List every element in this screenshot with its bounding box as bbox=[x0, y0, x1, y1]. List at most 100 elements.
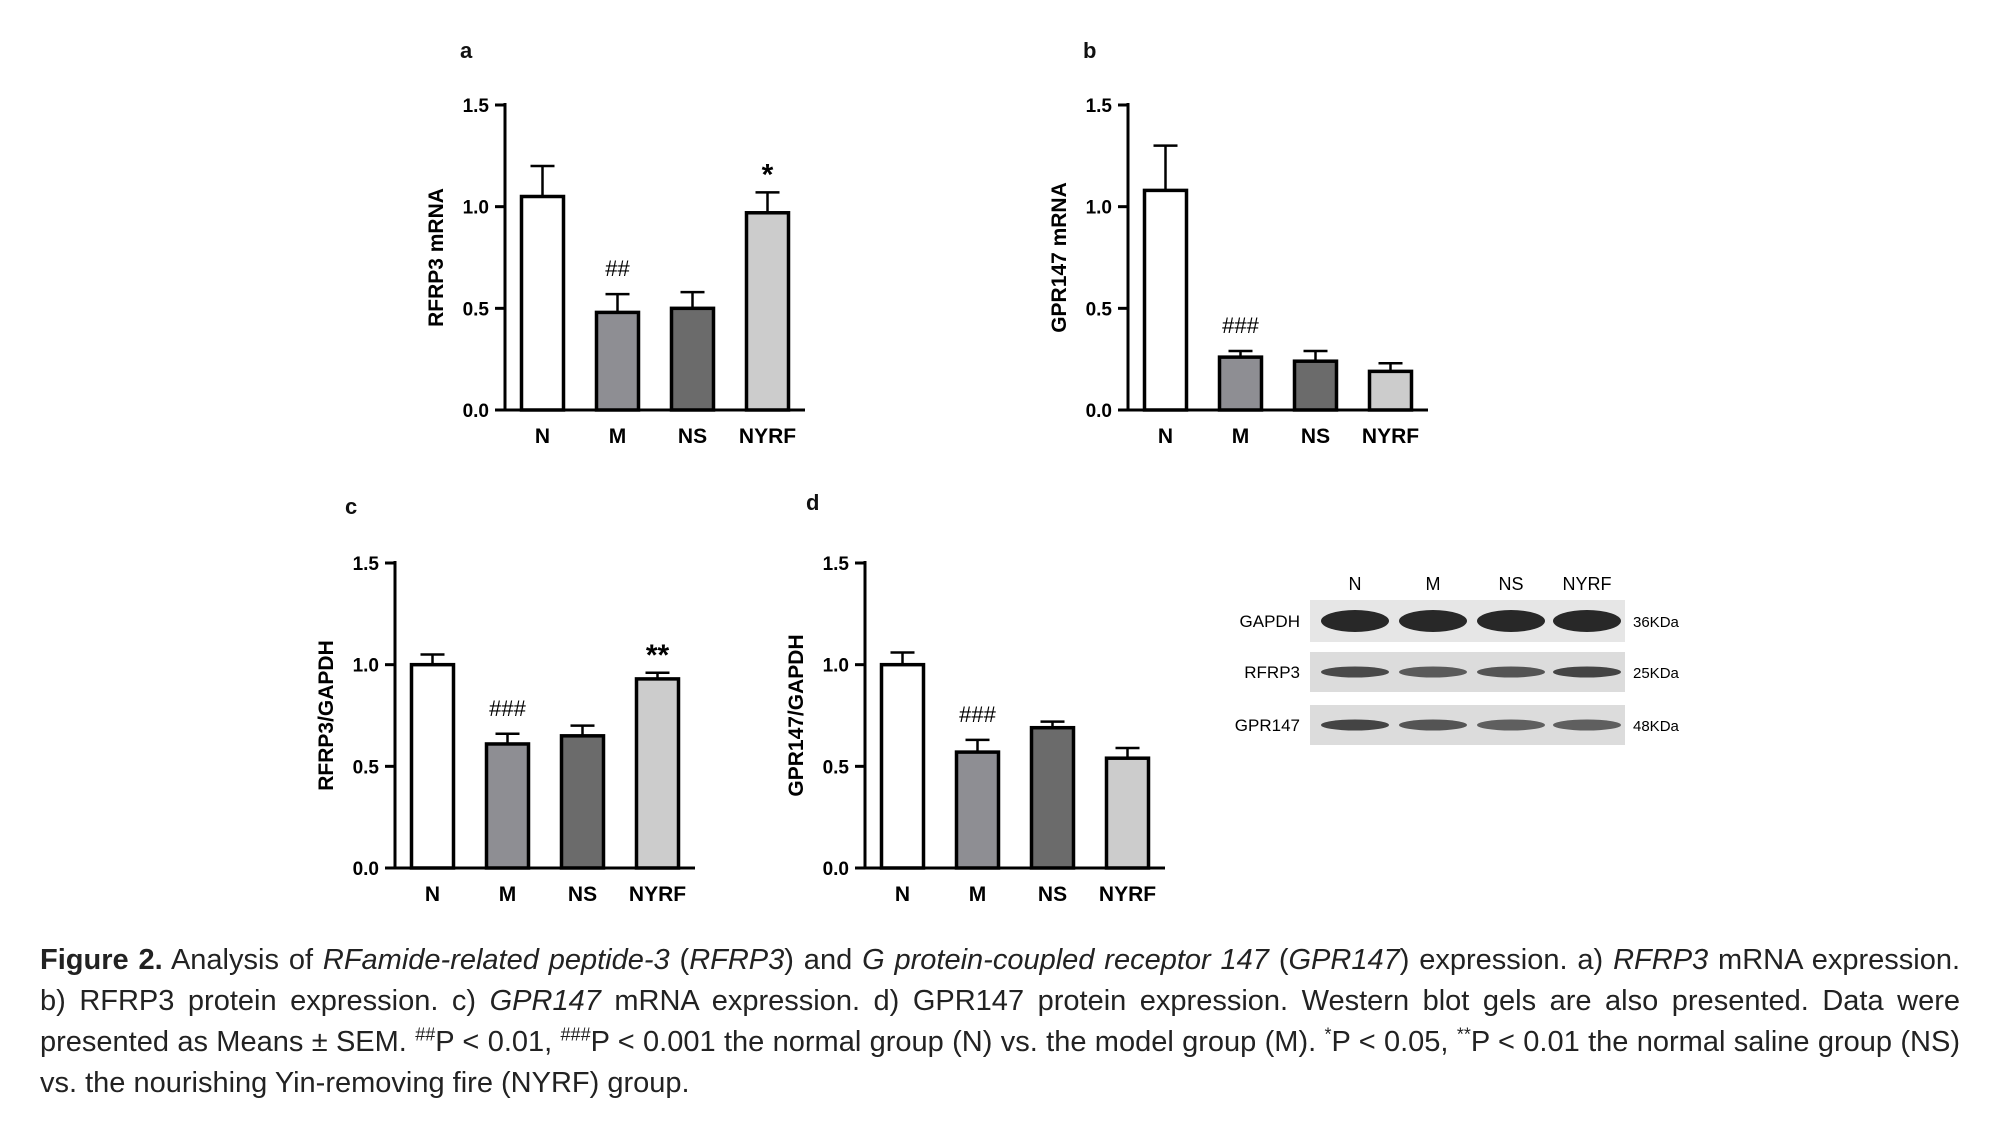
y-axis-label: RFRP3 mRNA bbox=[425, 188, 448, 327]
y-tick-label: 1.5 bbox=[463, 96, 490, 117]
blot-band bbox=[1399, 666, 1467, 678]
x-tick-label: NS bbox=[1038, 883, 1067, 906]
y-axis-label: GPR147 mRNA bbox=[1048, 182, 1071, 333]
blot-lane-label: M bbox=[1426, 574, 1441, 594]
x-tick-label: NYRF bbox=[739, 425, 796, 448]
caption-italic: GPR147 bbox=[1288, 944, 1400, 976]
x-tick-label: N bbox=[1158, 425, 1173, 448]
panel-letter-a: a bbox=[460, 38, 473, 63]
western-blot-image: N M NS NYRF GAPDH 36KDa RFRP3 25KDa GPR147 48KDa bbox=[1235, 574, 1680, 745]
blot-size-label: 48KDa bbox=[1633, 718, 1680, 735]
y-tick-label: 0.5 bbox=[463, 299, 490, 320]
blot-band bbox=[1553, 610, 1621, 632]
panel-letter-d: d bbox=[806, 490, 820, 515]
y-tick-label: 0.0 bbox=[353, 859, 379, 880]
blot-lane-label: NYRF bbox=[1563, 574, 1612, 594]
caption-text: ( bbox=[1268, 944, 1289, 976]
blot-lane-label: NS bbox=[1498, 574, 1523, 594]
significance-marker: * bbox=[762, 158, 774, 191]
caption-italic: G protein-coupled receptor 147 bbox=[862, 944, 1269, 976]
figure-caption: Figure 2. Analysis of RFamide-related pe… bbox=[40, 940, 1960, 1104]
significance-marker: ## bbox=[605, 256, 630, 281]
blot-band bbox=[1321, 666, 1389, 678]
y-tick-label: 1.5 bbox=[823, 554, 850, 575]
caption-text: mRNA expression. b) RFRP3 protein expres… bbox=[40, 944, 1961, 1017]
y-tick-label: 1.5 bbox=[353, 554, 380, 575]
y-tick-label: 1.0 bbox=[353, 656, 379, 677]
x-tick-label: NYRF bbox=[1099, 883, 1156, 906]
x-tick-label: NS bbox=[678, 425, 707, 448]
chart-panel-a: a 0.0 0.5 1.0 1.5 RFRP3 mRNA N M ## NS NYRF * bbox=[400, 30, 840, 460]
chart-panel-d: d 0.0 0.5 1.0 1.5 GPR147/GAPDH N M ### NS NYRF bbox=[760, 488, 1200, 918]
bar-m bbox=[1217, 355, 1264, 412]
bar-n bbox=[1142, 188, 1189, 412]
bar-m bbox=[954, 750, 1001, 870]
x-tick-label: N bbox=[895, 883, 910, 906]
caption-text: P < 0.01, bbox=[435, 1026, 561, 1058]
y-tick-label: 1.0 bbox=[823, 656, 849, 677]
bar-chart-d: 0.0 0.5 1.0 1.5 GPR147/GAPDH N M ### NS NYRF bbox=[785, 554, 1165, 906]
y-tick-label: 0.0 bbox=[463, 401, 489, 422]
blot-band bbox=[1399, 610, 1467, 632]
bar-nyrf bbox=[1367, 369, 1414, 412]
y-tick-label: 1.5 bbox=[1086, 96, 1113, 117]
blot-band bbox=[1477, 666, 1545, 678]
caption-text: ( bbox=[669, 944, 690, 976]
blot-band bbox=[1321, 610, 1389, 632]
x-tick-label: M bbox=[499, 883, 517, 906]
significance-marker: ### bbox=[489, 696, 526, 721]
x-tick-label: N bbox=[425, 883, 440, 906]
caption-superscript: ## bbox=[415, 1024, 436, 1045]
y-tick-label: 0.5 bbox=[353, 757, 380, 778]
blot-protein-label: GAPDH bbox=[1240, 612, 1300, 631]
bar-m bbox=[484, 742, 531, 870]
bar-nyrf bbox=[1104, 756, 1151, 870]
significance-marker: ** bbox=[646, 639, 670, 672]
caption-label: Figure 2. bbox=[40, 944, 163, 976]
caption-italic: RFamide-related peptide-3 bbox=[322, 944, 670, 976]
y-tick-label: 1.0 bbox=[463, 198, 489, 219]
significance-marker: ### bbox=[959, 702, 996, 727]
chart-panel-b: b 0.0 0.5 1.0 1.5 GPR147 mRNA N M ### NS NYRF bbox=[1023, 30, 1463, 460]
bar-ns bbox=[1029, 725, 1076, 870]
bar-n bbox=[879, 662, 926, 870]
blot-band bbox=[1553, 719, 1621, 731]
bar-m bbox=[594, 310, 641, 412]
western-blot: N M NS NYRF GAPDH 36KDa RFRP3 25KDa GPR147 48KDa bbox=[1215, 560, 1695, 760]
y-tick-label: 0.5 bbox=[1086, 299, 1113, 320]
caption-italic: RFRP3 bbox=[689, 944, 785, 976]
blot-band bbox=[1477, 719, 1545, 731]
x-tick-label: NS bbox=[568, 883, 597, 906]
x-tick-label: N bbox=[535, 425, 550, 448]
caption-text: ) expression. a) bbox=[1399, 944, 1614, 976]
bar-nyrf bbox=[634, 677, 681, 870]
significance-marker: ### bbox=[1222, 313, 1259, 338]
x-tick-label: M bbox=[1232, 425, 1250, 448]
panel-letter-b: b bbox=[1083, 38, 1097, 63]
x-tick-label: M bbox=[969, 883, 987, 906]
caption-text: ) and bbox=[784, 944, 863, 976]
bar-chart-b: 0.0 0.5 1.0 1.5 GPR147 mRNA N M ### NS NYRF bbox=[1048, 96, 1428, 448]
blot-protein-label: RFRP3 bbox=[1244, 663, 1300, 682]
caption-italic: RFRP3 bbox=[1613, 944, 1709, 976]
caption-superscript: ### bbox=[560, 1024, 591, 1045]
bar-ns bbox=[669, 306, 716, 412]
bar-n bbox=[409, 662, 456, 870]
y-tick-label: 0.0 bbox=[1086, 401, 1112, 422]
caption-text: P < 0.001 the normal group (N) vs. the m… bbox=[590, 1026, 1325, 1058]
caption-italic: GPR147 bbox=[489, 985, 601, 1017]
y-axis-label: RFRP3/GAPDH bbox=[315, 640, 338, 791]
blot-size-label: 25KDa bbox=[1633, 665, 1680, 682]
blot-band bbox=[1477, 610, 1545, 632]
blot-band bbox=[1399, 719, 1467, 731]
blot-size-label: 36KDa bbox=[1633, 614, 1680, 631]
caption-superscript: ** bbox=[1456, 1024, 1471, 1045]
caption-text: mRNA expression. d) GPR147 protein expre… bbox=[40, 985, 1960, 1058]
bar-ns bbox=[559, 734, 606, 870]
bar-ns bbox=[1292, 359, 1339, 412]
y-tick-label: 0.5 bbox=[823, 757, 850, 778]
bar-chart-a: 0.0 0.5 1.0 1.5 RFRP3 mRNA N M ## NS NYRF * bbox=[425, 96, 805, 448]
caption-text: P < 0.05, bbox=[1331, 1026, 1457, 1058]
blot-protein-label: GPR147 bbox=[1235, 716, 1300, 735]
x-tick-label: NS bbox=[1301, 425, 1330, 448]
